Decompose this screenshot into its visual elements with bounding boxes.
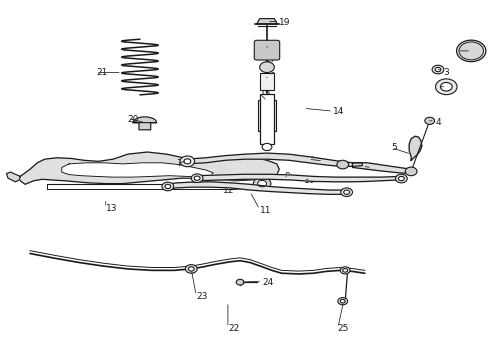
Text: 6: 6 bbox=[309, 156, 314, 165]
Circle shape bbox=[395, 174, 407, 183]
Text: 5: 5 bbox=[392, 143, 397, 152]
Text: 17: 17 bbox=[265, 55, 276, 64]
FancyBboxPatch shape bbox=[254, 40, 280, 60]
Circle shape bbox=[236, 279, 244, 285]
Text: 24: 24 bbox=[262, 278, 273, 287]
Circle shape bbox=[425, 117, 435, 125]
Circle shape bbox=[398, 176, 404, 181]
Circle shape bbox=[185, 265, 197, 273]
Circle shape bbox=[162, 182, 173, 191]
Text: 15: 15 bbox=[260, 89, 271, 98]
Circle shape bbox=[262, 143, 272, 150]
Circle shape bbox=[180, 156, 195, 167]
Text: 20: 20 bbox=[128, 114, 139, 123]
Text: 3: 3 bbox=[443, 68, 449, 77]
Text: 4: 4 bbox=[436, 118, 441, 127]
Circle shape bbox=[459, 42, 484, 60]
Polygon shape bbox=[62, 163, 213, 177]
Polygon shape bbox=[19, 152, 279, 184]
Polygon shape bbox=[6, 172, 20, 182]
Text: 2: 2 bbox=[438, 84, 443, 93]
Circle shape bbox=[165, 184, 171, 189]
Circle shape bbox=[341, 188, 352, 197]
Circle shape bbox=[405, 167, 417, 176]
Text: 7: 7 bbox=[176, 159, 182, 168]
Text: 11: 11 bbox=[260, 206, 271, 215]
Polygon shape bbox=[409, 136, 422, 160]
Circle shape bbox=[184, 159, 191, 164]
Circle shape bbox=[340, 267, 350, 274]
Polygon shape bbox=[352, 163, 411, 174]
Circle shape bbox=[435, 67, 441, 72]
Circle shape bbox=[337, 160, 348, 169]
Circle shape bbox=[338, 298, 347, 305]
Circle shape bbox=[194, 176, 200, 180]
Text: 25: 25 bbox=[338, 324, 349, 333]
Circle shape bbox=[260, 62, 274, 73]
Text: 19: 19 bbox=[279, 18, 291, 27]
Polygon shape bbox=[257, 19, 277, 24]
Polygon shape bbox=[133, 117, 157, 130]
Text: 23: 23 bbox=[196, 292, 207, 301]
Circle shape bbox=[343, 269, 347, 272]
Circle shape bbox=[253, 177, 271, 190]
Circle shape bbox=[432, 65, 444, 74]
Circle shape bbox=[441, 82, 452, 91]
Circle shape bbox=[463, 44, 480, 57]
FancyBboxPatch shape bbox=[260, 94, 274, 144]
Polygon shape bbox=[196, 174, 399, 182]
Text: 14: 14 bbox=[333, 107, 344, 116]
Circle shape bbox=[343, 190, 349, 194]
Text: 8: 8 bbox=[362, 163, 368, 172]
Text: 13: 13 bbox=[106, 204, 117, 213]
Text: 10: 10 bbox=[304, 176, 315, 185]
Circle shape bbox=[188, 267, 194, 271]
Text: 22: 22 bbox=[228, 324, 239, 333]
Circle shape bbox=[436, 79, 457, 95]
Circle shape bbox=[191, 174, 203, 183]
FancyBboxPatch shape bbox=[258, 100, 276, 131]
FancyBboxPatch shape bbox=[260, 73, 273, 90]
Text: 1: 1 bbox=[479, 43, 484, 52]
Polygon shape bbox=[167, 182, 345, 194]
Text: 21: 21 bbox=[96, 68, 107, 77]
Text: 9: 9 bbox=[284, 172, 290, 181]
Circle shape bbox=[258, 180, 267, 187]
Text: 18: 18 bbox=[270, 41, 281, 50]
Circle shape bbox=[457, 40, 486, 62]
Circle shape bbox=[340, 300, 345, 303]
Text: 12: 12 bbox=[223, 186, 234, 195]
Text: 16: 16 bbox=[265, 72, 276, 81]
Polygon shape bbox=[186, 153, 362, 166]
